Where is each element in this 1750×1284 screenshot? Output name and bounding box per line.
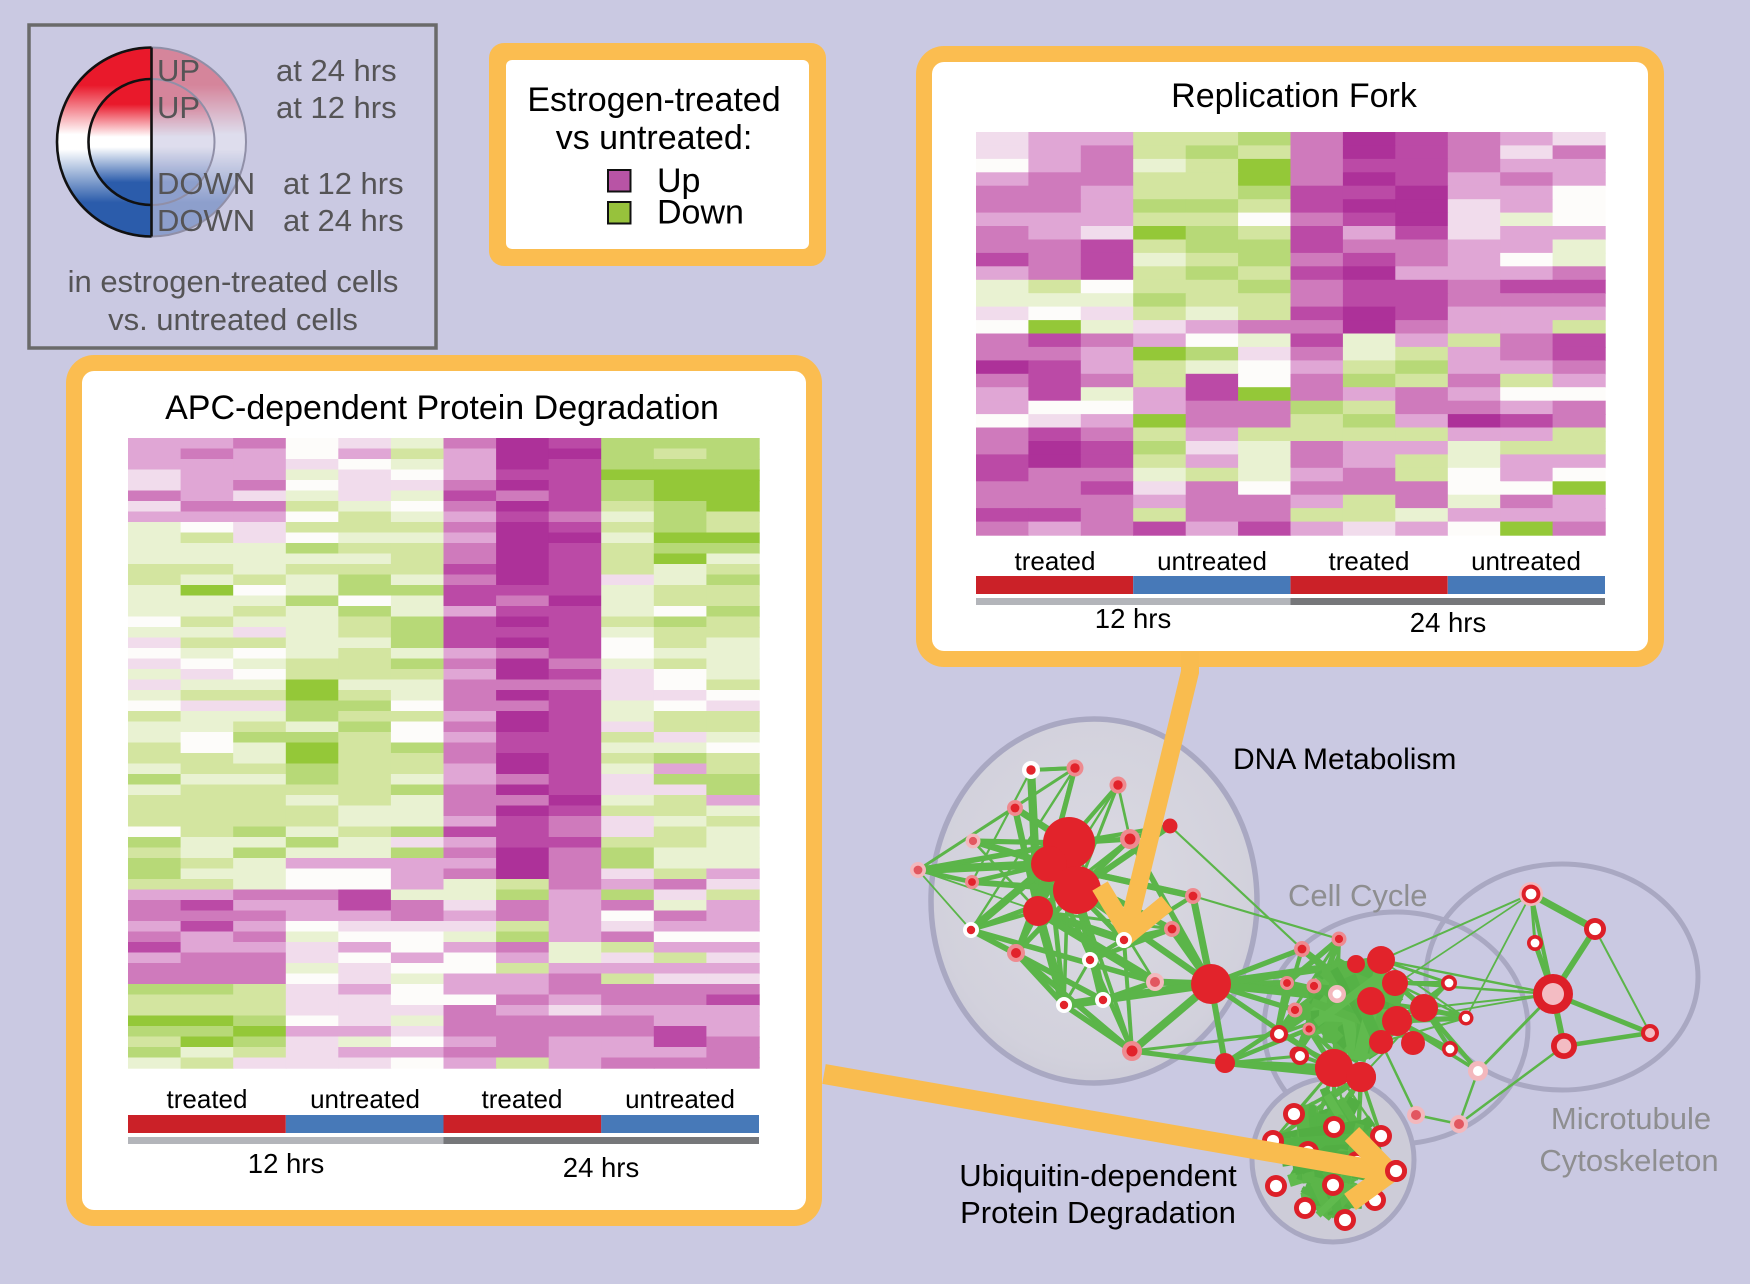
- svg-text:Protein Degradation: Protein Degradation: [960, 1195, 1236, 1230]
- svg-text:DOWN: DOWN: [157, 166, 255, 201]
- svg-text:treated: treated: [482, 1084, 563, 1114]
- svg-text:Ubiquitin-dependent: Ubiquitin-dependent: [959, 1158, 1237, 1193]
- svg-text:Cytoskeleton: Cytoskeleton: [1539, 1143, 1718, 1178]
- svg-text:untreated: untreated: [1157, 546, 1267, 576]
- svg-text:24 hrs: 24 hrs: [1410, 607, 1486, 638]
- svg-text:UP: UP: [157, 90, 200, 125]
- svg-text:Cell Cycle: Cell Cycle: [1288, 878, 1428, 913]
- svg-text:at 12 hrs: at 12 hrs: [283, 166, 404, 201]
- svg-text:untreated: untreated: [310, 1084, 420, 1114]
- svg-text:Replication Fork: Replication Fork: [1171, 77, 1418, 115]
- svg-text:DOWN: DOWN: [157, 203, 255, 238]
- svg-text:12 hrs: 12 hrs: [248, 1148, 324, 1179]
- svg-text:UP: UP: [157, 53, 200, 88]
- svg-text:treated: treated: [167, 1084, 248, 1114]
- svg-text:untreated: untreated: [625, 1084, 735, 1114]
- svg-text:Estrogen-treated: Estrogen-treated: [527, 81, 780, 119]
- svg-text:Microtubule: Microtubule: [1551, 1101, 1711, 1136]
- svg-text:at 24 hrs: at 24 hrs: [283, 203, 404, 238]
- svg-text:Down: Down: [657, 194, 744, 232]
- svg-text:treated: treated: [1329, 546, 1410, 576]
- svg-text:APC-dependent Protein Degradat: APC-dependent Protein Degradation: [165, 389, 719, 427]
- svg-text:at 12 hrs: at 12 hrs: [276, 90, 397, 125]
- svg-text:at 24 hrs: at 24 hrs: [276, 53, 397, 88]
- svg-text:12 hrs: 12 hrs: [1095, 603, 1171, 634]
- svg-text:DNA Metabolism: DNA Metabolism: [1233, 743, 1456, 776]
- svg-text:untreated: untreated: [1471, 546, 1581, 576]
- svg-text:vs untreated:: vs untreated:: [556, 119, 753, 157]
- svg-text:Up: Up: [657, 162, 700, 200]
- svg-text:treated: treated: [1015, 546, 1096, 576]
- svg-text:24 hrs: 24 hrs: [563, 1152, 639, 1183]
- svg-text:in estrogen-treated cells: in estrogen-treated cells: [68, 264, 399, 299]
- svg-text:vs. untreated cells: vs. untreated cells: [108, 302, 358, 337]
